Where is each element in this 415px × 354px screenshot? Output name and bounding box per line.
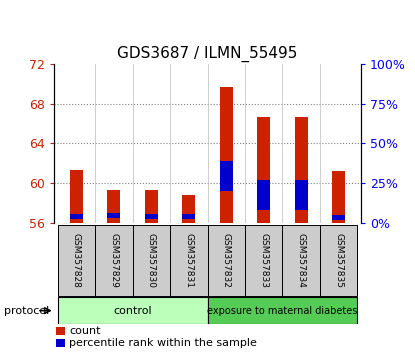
Bar [145, 190, 158, 223]
Bar [332, 171, 345, 223]
Text: GSM357832: GSM357832 [222, 233, 231, 288]
Text: control: control [113, 306, 152, 316]
Text: exposure to maternal diabetes: exposure to maternal diabetes [207, 306, 358, 316]
Bar [245, 225, 282, 296]
Bar [208, 225, 245, 296]
Bar [58, 297, 208, 324]
Text: percentile rank within the sample: percentile rank within the sample [69, 338, 257, 348]
Bar [70, 170, 83, 223]
Bar [295, 180, 308, 210]
Text: GSM357831: GSM357831 [184, 233, 193, 288]
Title: GDS3687 / ILMN_55495: GDS3687 / ILMN_55495 [117, 46, 298, 62]
Bar [182, 195, 195, 223]
Bar [58, 225, 95, 296]
Text: GSM357833: GSM357833 [259, 233, 268, 288]
Text: GSM357829: GSM357829 [110, 233, 118, 288]
Bar [133, 225, 170, 296]
Bar [107, 190, 120, 223]
Bar [257, 118, 270, 223]
Bar [220, 87, 233, 223]
Bar [182, 214, 195, 219]
Bar [145, 214, 158, 219]
Bar [208, 297, 357, 324]
Text: GSM357830: GSM357830 [147, 233, 156, 288]
Text: count: count [69, 326, 101, 336]
Bar [95, 225, 133, 296]
Bar [295, 118, 308, 223]
Bar [220, 161, 233, 191]
Bar [70, 214, 83, 219]
Text: GSM357835: GSM357835 [334, 233, 343, 288]
Bar [107, 213, 120, 218]
Bar [332, 215, 345, 220]
Text: protocol: protocol [4, 306, 49, 316]
Bar [320, 225, 357, 296]
Bar [170, 225, 208, 296]
Bar [257, 180, 270, 210]
Text: GSM357834: GSM357834 [297, 233, 305, 288]
Bar [282, 225, 320, 296]
Text: GSM357828: GSM357828 [72, 233, 81, 288]
